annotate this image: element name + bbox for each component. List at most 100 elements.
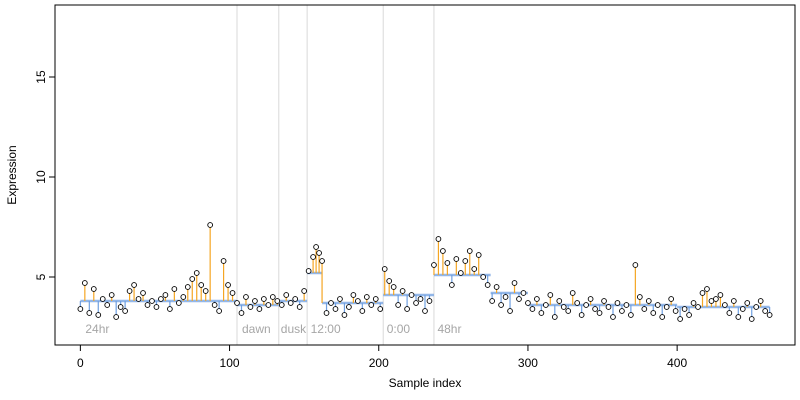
data-point	[189, 276, 196, 282]
data-point	[516, 296, 522, 302]
data-point	[551, 314, 558, 320]
data-point	[596, 310, 603, 316]
data-point	[149, 298, 155, 304]
data-point	[162, 292, 169, 298]
data-point	[77, 306, 84, 312]
data-point	[95, 312, 102, 318]
data-point	[511, 280, 518, 286]
data-point	[328, 300, 334, 306]
data-point	[287, 300, 294, 306]
data-point	[381, 266, 388, 272]
data-point	[104, 302, 111, 308]
data-point	[534, 296, 540, 302]
data-point	[269, 294, 276, 300]
data-point	[274, 298, 281, 304]
data-point	[440, 248, 446, 254]
segment-label: dusk	[281, 322, 307, 336]
data-point	[695, 304, 701, 310]
data-point	[592, 306, 598, 312]
data-point	[431, 262, 437, 268]
data-point	[207, 222, 214, 228]
data-point	[220, 258, 227, 264]
data-point	[766, 312, 773, 318]
data-point	[316, 250, 322, 256]
data-point	[565, 308, 572, 314]
data-point	[355, 298, 361, 304]
data-point	[713, 296, 719, 302]
data-point	[708, 298, 715, 304]
data-point	[636, 294, 643, 300]
data-point	[301, 288, 308, 294]
data-point	[332, 306, 339, 312]
segment-label: 12:00	[311, 322, 341, 336]
data-point	[654, 302, 661, 308]
data-point	[525, 300, 531, 306]
data-point	[484, 282, 491, 288]
data-point	[538, 310, 545, 316]
data-point	[578, 312, 585, 318]
data-point	[605, 304, 612, 310]
data-point	[610, 314, 616, 320]
data-point	[650, 310, 657, 316]
data-point	[560, 304, 567, 310]
data-point	[99, 296, 106, 302]
data-point	[704, 286, 710, 292]
data-point	[122, 308, 128, 314]
data-point	[117, 304, 124, 310]
data-point	[390, 284, 397, 290]
data-point	[507, 308, 513, 314]
y-axis-title: Expression	[5, 145, 19, 204]
x-tick-label: 300	[518, 356, 538, 370]
data-point	[167, 306, 173, 312]
data-point	[762, 308, 769, 314]
segment-label: 24hr	[85, 322, 109, 336]
data-point	[108, 292, 115, 298]
data-point	[243, 294, 249, 300]
data-point	[547, 292, 554, 298]
data-point	[735, 314, 742, 320]
data-point	[193, 270, 200, 276]
data-point	[619, 308, 625, 314]
data-point	[252, 298, 258, 304]
data-point	[739, 306, 746, 312]
data-point	[292, 296, 299, 302]
data-point	[520, 290, 527, 296]
data-point	[337, 296, 343, 302]
data-point	[171, 286, 178, 292]
data-point	[386, 278, 393, 284]
data-point	[471, 266, 478, 272]
data-point	[529, 306, 536, 312]
data-point	[453, 256, 460, 262]
data-point	[663, 304, 670, 310]
data-point	[113, 314, 120, 320]
x-tick-label: 0	[77, 356, 84, 370]
y-tick-label: 10	[34, 170, 48, 184]
data-point	[462, 258, 469, 264]
data-point	[305, 268, 312, 274]
data-point	[211, 302, 218, 308]
data-point	[757, 298, 764, 304]
data-points	[77, 222, 773, 322]
data-point	[229, 290, 236, 296]
data-point	[502, 294, 509, 300]
y-tick-label: 15	[34, 70, 48, 84]
data-point	[158, 296, 164, 302]
data-point	[372, 296, 379, 302]
data-point	[313, 244, 319, 250]
data-point	[556, 298, 563, 304]
data-point	[261, 296, 267, 302]
data-point	[310, 254, 316, 260]
data-point	[730, 298, 737, 304]
data-point	[225, 282, 231, 288]
data-point	[404, 306, 410, 312]
data-point	[278, 302, 285, 308]
data-point	[180, 294, 187, 300]
data-point	[408, 292, 415, 298]
y-tick-label: 5	[34, 273, 48, 280]
data-point	[198, 282, 205, 288]
data-point	[435, 236, 442, 242]
data-point	[498, 302, 504, 308]
data-point	[90, 286, 97, 292]
data-point	[489, 298, 495, 304]
